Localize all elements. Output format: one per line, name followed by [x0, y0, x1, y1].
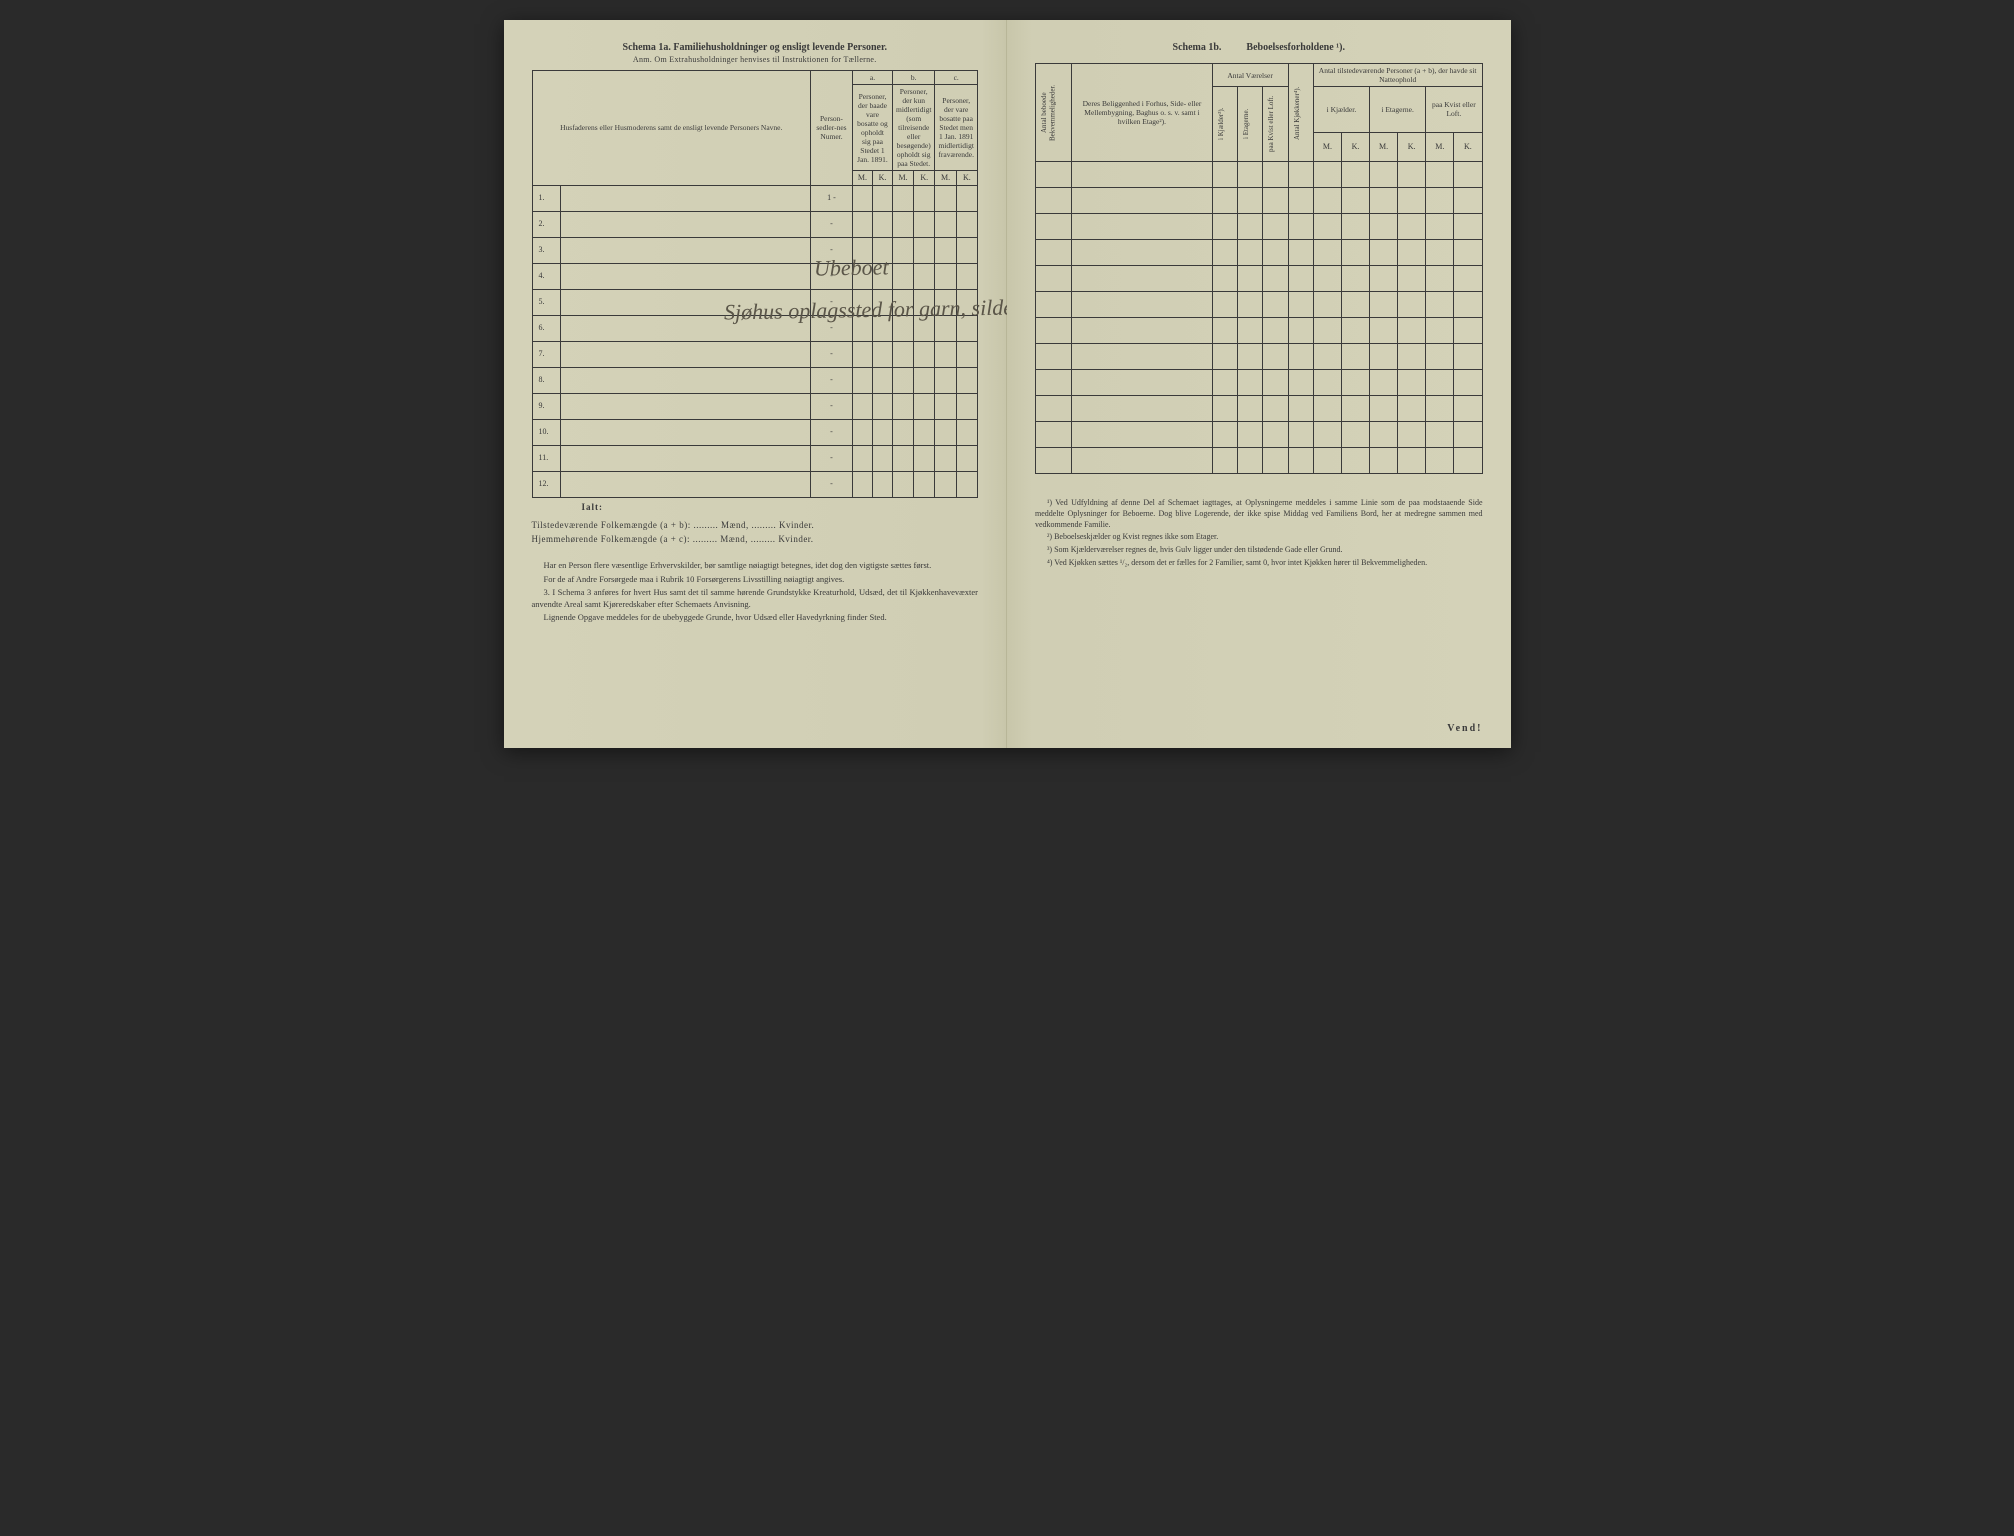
mk-header: K. — [956, 171, 977, 186]
table-row: 1.1 - — [532, 185, 978, 211]
col-bekv: Antal beboede Bekvemmeligheder. — [1036, 64, 1072, 162]
table-row — [1036, 370, 1483, 396]
schema-1a-title: Schema 1a. Familiehusholdninger og ensli… — [532, 42, 979, 53]
summary-line: Hjemmehørende Folkemængde (a + c): .....… — [532, 534, 718, 544]
schema-1a-subtitle: Anm. Om Extrahusholdninger henvises til … — [532, 55, 979, 64]
table-row — [1036, 422, 1483, 448]
schema-1b-label: Schema 1b. — [1173, 42, 1222, 53]
table-row: 9.- — [532, 393, 978, 419]
table-row — [1036, 162, 1483, 188]
right-page: Schema 1b. Beboelsesforholdene ¹). Antal… — [1007, 20, 1511, 748]
table-row: 6.- — [532, 315, 978, 341]
col-b: Personer, der kun midlertidigt (som tilr… — [892, 85, 934, 171]
table-row — [1036, 240, 1483, 266]
col-a: Personer, der baade vare bosatte og opho… — [852, 85, 892, 171]
table-row — [1036, 188, 1483, 214]
footnote-text: ¹) Ved Udfyldning af denne Del af Schema… — [1035, 498, 1483, 530]
table-row: 7.- — [532, 341, 978, 367]
col-tilst: Antal tilstedeværende Personer (a + b), … — [1313, 64, 1482, 87]
col-names: Husfaderens eller Husmoderens samt de en… — [532, 71, 810, 186]
summary-line: Kvinder. — [778, 534, 813, 544]
note-text: 3. I Schema 3 anføres for hvert Hus samt… — [532, 587, 979, 610]
col-etag: i Etagerne. — [1238, 87, 1263, 162]
mk-header: M. — [1370, 132, 1398, 161]
vend-label: Vend! — [1447, 723, 1482, 734]
summary-line: Mænd, ......... — [720, 534, 775, 544]
schema-1a-label: Schema 1a. — [623, 42, 671, 53]
mk-header: M. — [852, 171, 872, 186]
table-row: 3.- — [532, 237, 978, 263]
col-c: Personer, der vare bosatte paa Stedet me… — [935, 85, 978, 171]
table-1a: Husfaderens eller Husmoderens samt de en… — [532, 70, 979, 498]
document-spread: Schema 1a. Familiehusholdninger og ensli… — [504, 20, 1511, 748]
left-notes: Har en Person flere væsentlige Erhvervsk… — [532, 560, 979, 623]
right-footnotes: ¹) Ved Udfyldning af denne Del af Schema… — [1035, 498, 1483, 569]
col-b-label: b. — [892, 71, 934, 85]
table-1a-body: 1.1 - 2.- 3.- 4.- 5.- 6.- 7.- 8.- 9.- 10… — [532, 185, 978, 497]
note-text: For de af Andre Forsørgede maa i Rubrik … — [532, 574, 979, 585]
table-row — [1036, 344, 1483, 370]
footnote-text: ⁴) Ved Kjøkken sættes ¹/₂, dersom det er… — [1035, 558, 1483, 569]
col-pkvist: paa Kvist eller Loft. — [1426, 87, 1482, 133]
note-text: Lignende Opgave meddeles for de ubebygge… — [532, 612, 979, 623]
col-a-label: a. — [852, 71, 892, 85]
col-kjok: Antal Kjøkkener⁴). — [1288, 64, 1313, 162]
footnote-text: ²) Beboelseskjælder og Kvist regnes ikke… — [1035, 532, 1483, 543]
table-row — [1036, 292, 1483, 318]
mk-header: M. — [1313, 132, 1341, 161]
table-row: 10.- — [532, 419, 978, 445]
col-kjael: i Kjælder³). — [1212, 87, 1237, 162]
col-belig: Deres Beliggenhed i Forhus, Side- eller … — [1072, 64, 1213, 162]
col-numer: Person-sedler-nes Numer. — [810, 71, 852, 186]
table-1b: Antal beboede Bekvemmeligheder. Deres Be… — [1035, 63, 1483, 474]
schema-1b-title: Schema 1b. Beboelsesforholdene ¹). — [1035, 42, 1483, 53]
table-row: 2.- — [532, 211, 978, 237]
table-row — [1036, 214, 1483, 240]
table-row — [1036, 448, 1483, 474]
table-row — [1036, 396, 1483, 422]
col-kvist: paa Kvist eller Loft. — [1263, 87, 1288, 162]
mk-header: K. — [914, 171, 935, 186]
col-ietag: i Etagerne. — [1370, 87, 1426, 133]
mk-header: K. — [1341, 132, 1369, 161]
summary-block: Tilstedeværende Folkemængde (a + b): ...… — [532, 518, 979, 547]
col-c-label: c. — [935, 71, 978, 85]
summary-line: Mænd, ......... — [721, 520, 776, 530]
table-row: 8.- — [532, 367, 978, 393]
table-row — [1036, 266, 1483, 292]
mk-header: M. — [892, 171, 913, 186]
col-ikjael: i Kjælder. — [1313, 87, 1369, 133]
mk-header: K. — [1454, 132, 1482, 161]
table-row: 5.- — [532, 289, 978, 315]
mk-header: M. — [935, 171, 956, 186]
summary-line: Tilstedeværende Folkemængde (a + b): ...… — [532, 520, 719, 530]
table-1b-body — [1036, 162, 1483, 474]
ialt-label: Ialt: — [532, 502, 979, 512]
mk-header: K. — [872, 171, 892, 186]
table-row: 12.- — [532, 471, 978, 497]
table-row: 11.- — [532, 445, 978, 471]
table-row — [1036, 318, 1483, 344]
summary-line: Kvinder. — [779, 520, 814, 530]
col-vaer: Antal Værelser — [1212, 64, 1288, 87]
note-text: Har en Person flere væsentlige Erhvervsk… — [532, 560, 979, 571]
footnote-text: ³) Som Kjælderværelser regnes de, hvis G… — [1035, 545, 1483, 556]
mk-header: M. — [1426, 132, 1454, 161]
left-page: Schema 1a. Familiehusholdninger og ensli… — [504, 20, 1008, 748]
schema-1b-heading: Beboelsesforholdene ¹). — [1246, 42, 1345, 53]
mk-header: K. — [1398, 132, 1426, 161]
table-row: 4.- — [532, 263, 978, 289]
schema-1a-heading: Familiehusholdninger og ensligt levende … — [673, 42, 887, 53]
